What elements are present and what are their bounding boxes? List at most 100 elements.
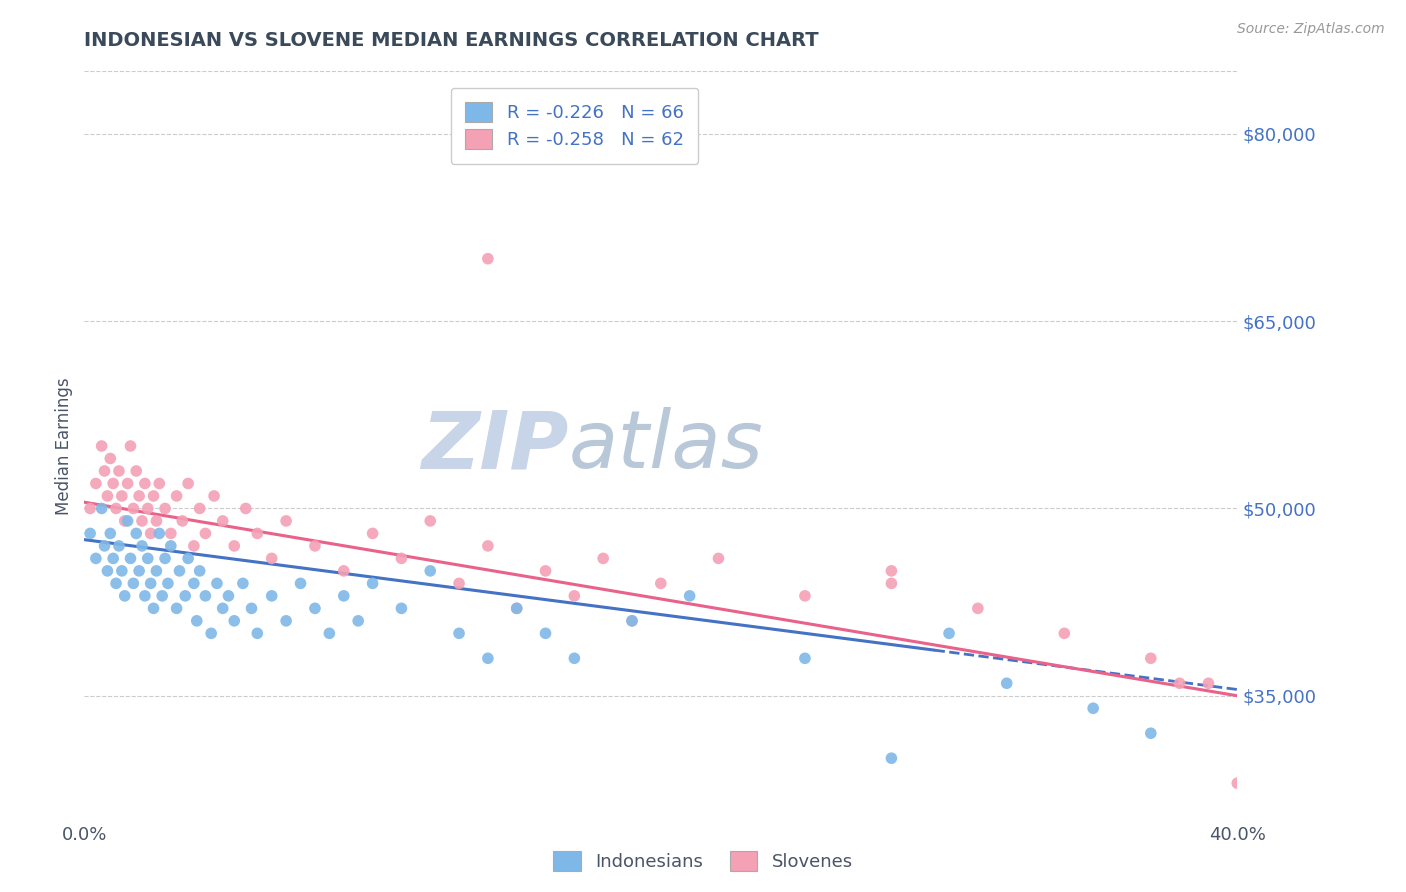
- Point: [122, 576, 145, 591]
- Point: [621, 614, 644, 628]
- Point: [117, 476, 139, 491]
- Point: [391, 601, 413, 615]
- Point: [114, 514, 136, 528]
- Point: [145, 564, 167, 578]
- Text: ZIP: ZIP: [422, 407, 568, 485]
- Point: [183, 576, 205, 591]
- Point: [260, 551, 283, 566]
- Point: [188, 501, 211, 516]
- Point: [218, 589, 240, 603]
- Point: [333, 589, 356, 603]
- Point: [361, 526, 384, 541]
- Point: [276, 614, 298, 628]
- Point: [246, 626, 269, 640]
- Point: [318, 626, 340, 640]
- Point: [139, 576, 162, 591]
- Text: Source: ZipAtlas.com: Source: ZipAtlas.com: [1237, 22, 1385, 37]
- Point: [142, 601, 165, 615]
- Point: [108, 539, 131, 553]
- Legend: R = -0.226   N = 66, R = -0.258   N = 62: R = -0.226 N = 66, R = -0.258 N = 62: [451, 88, 699, 164]
- Point: [564, 651, 586, 665]
- Text: atlas: atlas: [568, 407, 763, 485]
- Point: [194, 589, 217, 603]
- Point: [134, 589, 156, 603]
- Point: [1083, 701, 1105, 715]
- Point: [160, 526, 183, 541]
- Point: [156, 576, 179, 591]
- Point: [534, 626, 557, 640]
- Point: [477, 651, 499, 665]
- Point: [211, 514, 233, 528]
- Point: [105, 576, 128, 591]
- Point: [534, 564, 557, 578]
- Point: [794, 651, 817, 665]
- Point: [111, 564, 134, 578]
- Point: [200, 626, 222, 640]
- Point: [419, 514, 441, 528]
- Point: [333, 564, 356, 578]
- Point: [276, 514, 298, 528]
- Point: [166, 489, 188, 503]
- Point: [148, 526, 170, 541]
- Point: [98, 451, 121, 466]
- Point: [361, 576, 384, 591]
- Point: [1168, 676, 1191, 690]
- Point: [153, 501, 176, 516]
- Point: [90, 439, 112, 453]
- Point: [449, 576, 471, 591]
- Text: INDONESIAN VS SLOVENE MEDIAN EARNINGS CORRELATION CHART: INDONESIAN VS SLOVENE MEDIAN EARNINGS CO…: [84, 31, 818, 50]
- Point: [183, 539, 205, 553]
- Point: [224, 539, 246, 553]
- Point: [122, 501, 145, 516]
- Legend: Indonesians, Slovenes: Indonesians, Slovenes: [546, 844, 860, 879]
- Point: [169, 564, 191, 578]
- Point: [136, 551, 159, 566]
- Point: [205, 576, 228, 591]
- Point: [477, 252, 499, 266]
- Point: [592, 551, 614, 566]
- Point: [967, 601, 990, 615]
- Point: [194, 526, 217, 541]
- Point: [93, 539, 115, 553]
- Point: [186, 614, 208, 628]
- Point: [148, 476, 170, 491]
- Point: [103, 476, 124, 491]
- Point: [679, 589, 702, 603]
- Point: [419, 564, 441, 578]
- Point: [103, 551, 124, 566]
- Point: [145, 514, 167, 528]
- Point: [621, 614, 644, 628]
- Point: [477, 539, 499, 553]
- Point: [1140, 651, 1163, 665]
- Point: [108, 464, 131, 478]
- Point: [794, 589, 817, 603]
- Point: [160, 539, 183, 553]
- Point: [707, 551, 730, 566]
- Point: [90, 501, 112, 516]
- Point: [172, 514, 194, 528]
- Point: [506, 601, 529, 615]
- Point: [564, 589, 586, 603]
- Point: [224, 614, 246, 628]
- Point: [166, 601, 188, 615]
- Point: [98, 526, 121, 541]
- Point: [134, 476, 156, 491]
- Point: [1140, 726, 1163, 740]
- Point: [120, 439, 142, 453]
- Point: [995, 676, 1018, 690]
- Point: [131, 539, 153, 553]
- Point: [128, 489, 150, 503]
- Point: [880, 564, 903, 578]
- Point: [150, 589, 173, 603]
- Point: [232, 576, 254, 591]
- Point: [96, 489, 118, 503]
- Point: [139, 526, 162, 541]
- Point: [391, 551, 413, 566]
- Point: [177, 551, 200, 566]
- Point: [506, 601, 529, 615]
- Point: [125, 464, 148, 478]
- Point: [880, 576, 903, 591]
- Point: [120, 551, 142, 566]
- Point: [79, 526, 101, 541]
- Point: [93, 464, 115, 478]
